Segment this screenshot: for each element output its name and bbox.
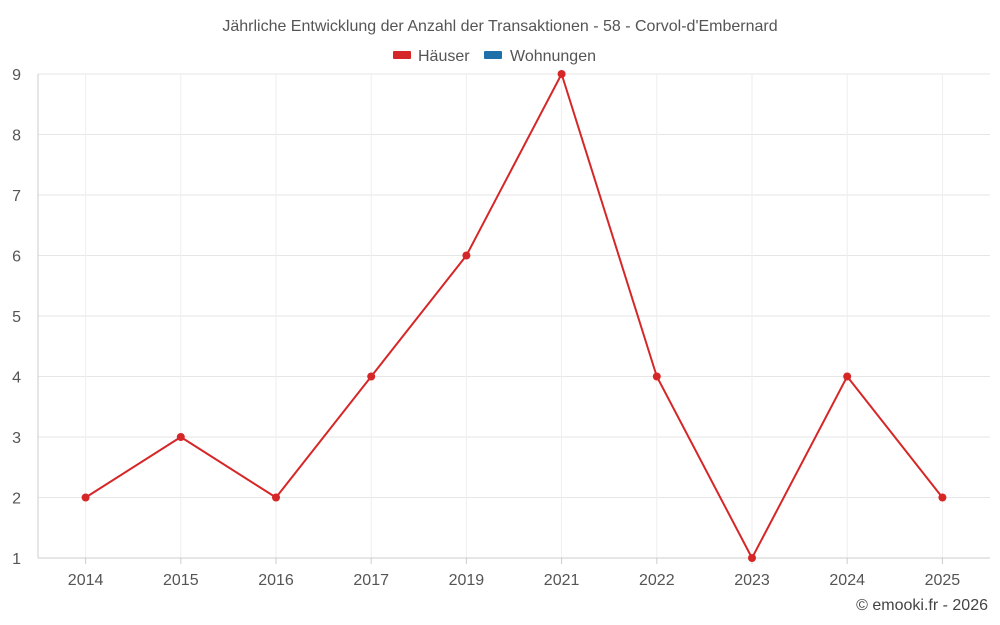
series-haeuser (81, 70, 947, 562)
gridlines (38, 73, 990, 558)
axes (37, 74, 990, 564)
x-tick-label: 2021 (544, 572, 580, 589)
data-point-haeuser[interactable] (938, 493, 947, 502)
x-tick-label: 2024 (829, 572, 865, 589)
credit-text: © emooki.fr - 2026 (856, 597, 988, 614)
y-tick-label: 5 (12, 309, 21, 326)
y-tick-label: 2 (12, 491, 21, 508)
x-axis-tick-labels: 2014 2015 2016 2017 2019 2021 2022 2023 2024 2025 (68, 572, 960, 589)
data-point-haeuser[interactable] (843, 372, 852, 381)
legend-item-haeuser[interactable]: Häuser (393, 48, 470, 65)
series-line-haeuser (85, 73, 944, 559)
x-tick-label: 2017 (353, 572, 389, 589)
data-point-haeuser[interactable] (272, 493, 280, 502)
y-tick-label: 7 (12, 188, 21, 205)
y-tick-label: 9 (12, 67, 21, 84)
legend: Häuser Wohnungen (393, 48, 596, 65)
data-point-haeuser[interactable] (176, 433, 185, 441)
x-tick-label: 2019 (449, 572, 485, 589)
x-tick-label: 2025 (925, 572, 961, 589)
data-point-haeuser[interactable] (557, 70, 566, 78)
y-tick-label: 4 (12, 370, 21, 387)
x-tick-label: 2016 (258, 572, 294, 589)
data-point-haeuser[interactable] (367, 372, 376, 381)
data-point-haeuser[interactable] (748, 554, 756, 562)
data-point-haeuser[interactable] (652, 372, 661, 381)
legend-label-wohnungen: Wohnungen (510, 48, 596, 65)
legend-swatch-wohnungen (484, 51, 502, 59)
legend-item-wohnungen[interactable]: Wohnungen (484, 48, 596, 65)
y-tick-label: 1 (12, 551, 21, 568)
x-tick-label: 2014 (68, 572, 104, 589)
x-tick-label: 2023 (734, 572, 770, 589)
y-tick-label: 8 (12, 128, 21, 145)
y-tick-label: 6 (12, 249, 21, 266)
data-point-haeuser[interactable] (462, 251, 471, 260)
data-point-haeuser[interactable] (81, 493, 90, 502)
legend-swatch-haeuser (393, 51, 411, 59)
x-tick-label: 2022 (639, 572, 675, 589)
chart-title: Jährliche Entwicklung der Anzahl der Tra… (222, 18, 777, 35)
x-tick-label: 2015 (163, 572, 199, 589)
y-axis-tick-labels: 1 2 3 4 5 6 7 8 9 (12, 67, 21, 568)
legend-label-haeuser: Häuser (418, 48, 470, 65)
y-tick-label: 3 (12, 430, 21, 447)
